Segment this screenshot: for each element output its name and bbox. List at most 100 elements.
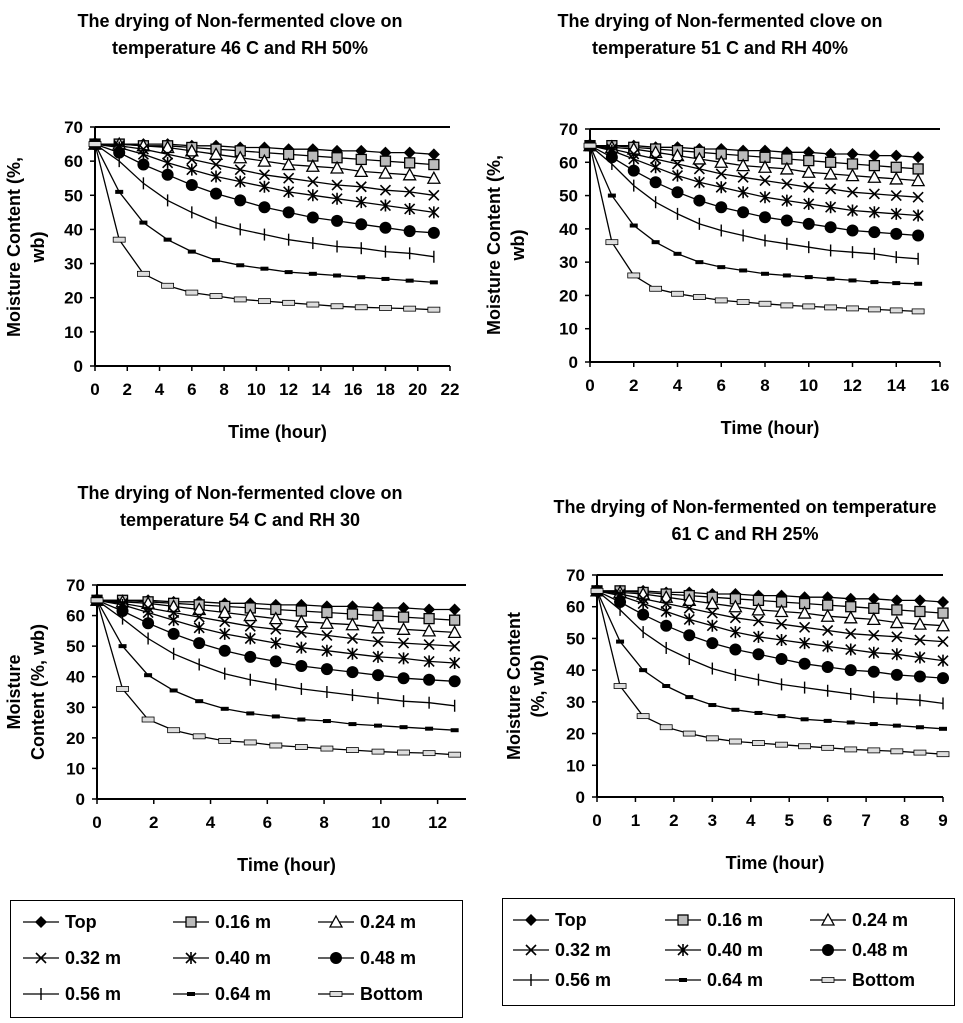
data-point <box>448 751 462 758</box>
data-point <box>728 738 742 745</box>
data-point <box>423 639 435 651</box>
data-point <box>613 683 627 689</box>
data-point <box>715 201 728 214</box>
series-Bottom <box>90 597 462 758</box>
data-point <box>671 186 684 199</box>
data-point <box>372 635 384 648</box>
data-point <box>714 154 729 168</box>
series-line <box>589 144 919 217</box>
data-point <box>422 623 437 637</box>
legend-item: 0.64 m <box>171 981 271 1007</box>
data-point <box>186 153 198 166</box>
legend-symbol <box>810 912 846 926</box>
data-point <box>889 615 904 629</box>
data-point <box>714 297 728 304</box>
data-point <box>775 653 788 666</box>
legend-item: 0.56 m <box>21 981 121 1007</box>
y-axis-label: Moisture Content (%, wb) <box>4 624 48 760</box>
chart-panel-61c: The drying of Non-fermented on temperatu… <box>485 480 963 890</box>
data-point <box>939 726 947 731</box>
data-point <box>605 239 619 246</box>
data-point <box>892 723 901 728</box>
data-point <box>759 211 771 224</box>
series-048m <box>91 594 461 688</box>
data-point <box>914 634 926 646</box>
data-point <box>639 668 648 673</box>
data-point <box>781 178 793 190</box>
legend-marker <box>679 978 687 982</box>
data-point <box>867 747 881 754</box>
legend-label: 0.16 m <box>215 911 272 932</box>
data-point <box>867 169 882 183</box>
data-point <box>355 218 368 231</box>
legend-symbol <box>810 944 846 956</box>
data-point <box>142 606 154 619</box>
x-axis-label: Time (hour) <box>237 855 336 875</box>
data-point <box>449 656 461 669</box>
series-line <box>589 144 919 182</box>
data-point <box>399 725 408 730</box>
x-axis-label: Time (hour) <box>726 853 825 873</box>
y-axis-label-line: Moisture Content (%, <box>485 155 504 335</box>
data-point <box>372 601 385 614</box>
data-point <box>372 650 384 663</box>
y-tick-label: 60 <box>566 598 585 617</box>
series-line <box>596 590 944 643</box>
data-point <box>659 724 673 731</box>
data-point <box>737 186 749 199</box>
y-tick-label: 60 <box>559 153 578 172</box>
legend-item: 0.64 m <box>663 967 763 993</box>
data-point <box>331 179 343 191</box>
data-point <box>761 271 769 276</box>
data-point <box>355 196 367 209</box>
data-point <box>913 594 926 607</box>
legend-marker <box>329 991 343 997</box>
data-point <box>246 711 255 716</box>
legend-item: 0.24 m <box>316 909 416 935</box>
data-point <box>912 151 925 164</box>
data-point <box>187 249 196 254</box>
data-point <box>163 237 172 242</box>
data-point <box>428 158 440 171</box>
data-point <box>914 605 926 618</box>
x-tick-label: 6 <box>263 813 272 832</box>
data-point <box>258 180 270 193</box>
data-point <box>685 695 694 700</box>
data-point <box>846 158 859 170</box>
series-Bottom <box>88 141 441 313</box>
data-point <box>868 602 880 614</box>
y-tick-label: 30 <box>559 253 578 272</box>
data-point <box>330 303 344 310</box>
legend-label: 0.24 m <box>852 909 909 930</box>
data-point <box>912 616 928 630</box>
legend-marker <box>185 916 197 928</box>
legend-item: 0.32 m <box>511 937 611 963</box>
x-tick-label: 4 <box>155 380 165 399</box>
data-point <box>846 720 855 725</box>
data-point <box>739 268 748 273</box>
legend-symbol <box>23 952 59 964</box>
data-point <box>780 214 793 227</box>
data-point <box>937 672 949 685</box>
data-point <box>220 706 229 711</box>
data-point <box>354 304 368 311</box>
data-point <box>447 625 462 639</box>
data-point <box>890 190 902 202</box>
data-point <box>321 629 333 642</box>
data-point <box>244 632 256 645</box>
data-point <box>294 744 308 750</box>
data-point <box>848 278 857 283</box>
data-point <box>890 227 903 240</box>
legend-marker <box>328 914 344 928</box>
data-point <box>822 624 834 637</box>
y-tick-label: 0 <box>576 788 585 807</box>
data-point <box>890 594 903 607</box>
data-point <box>423 673 436 686</box>
y-axis-label: Moisture Content (%, wb) <box>484 155 528 335</box>
legend-label: 0.16 m <box>707 909 764 930</box>
data-point <box>116 604 129 617</box>
y-tick-label: 40 <box>559 220 578 239</box>
x-tick-label: 14 <box>887 376 906 395</box>
data-point <box>845 168 860 182</box>
data-point <box>295 598 308 611</box>
